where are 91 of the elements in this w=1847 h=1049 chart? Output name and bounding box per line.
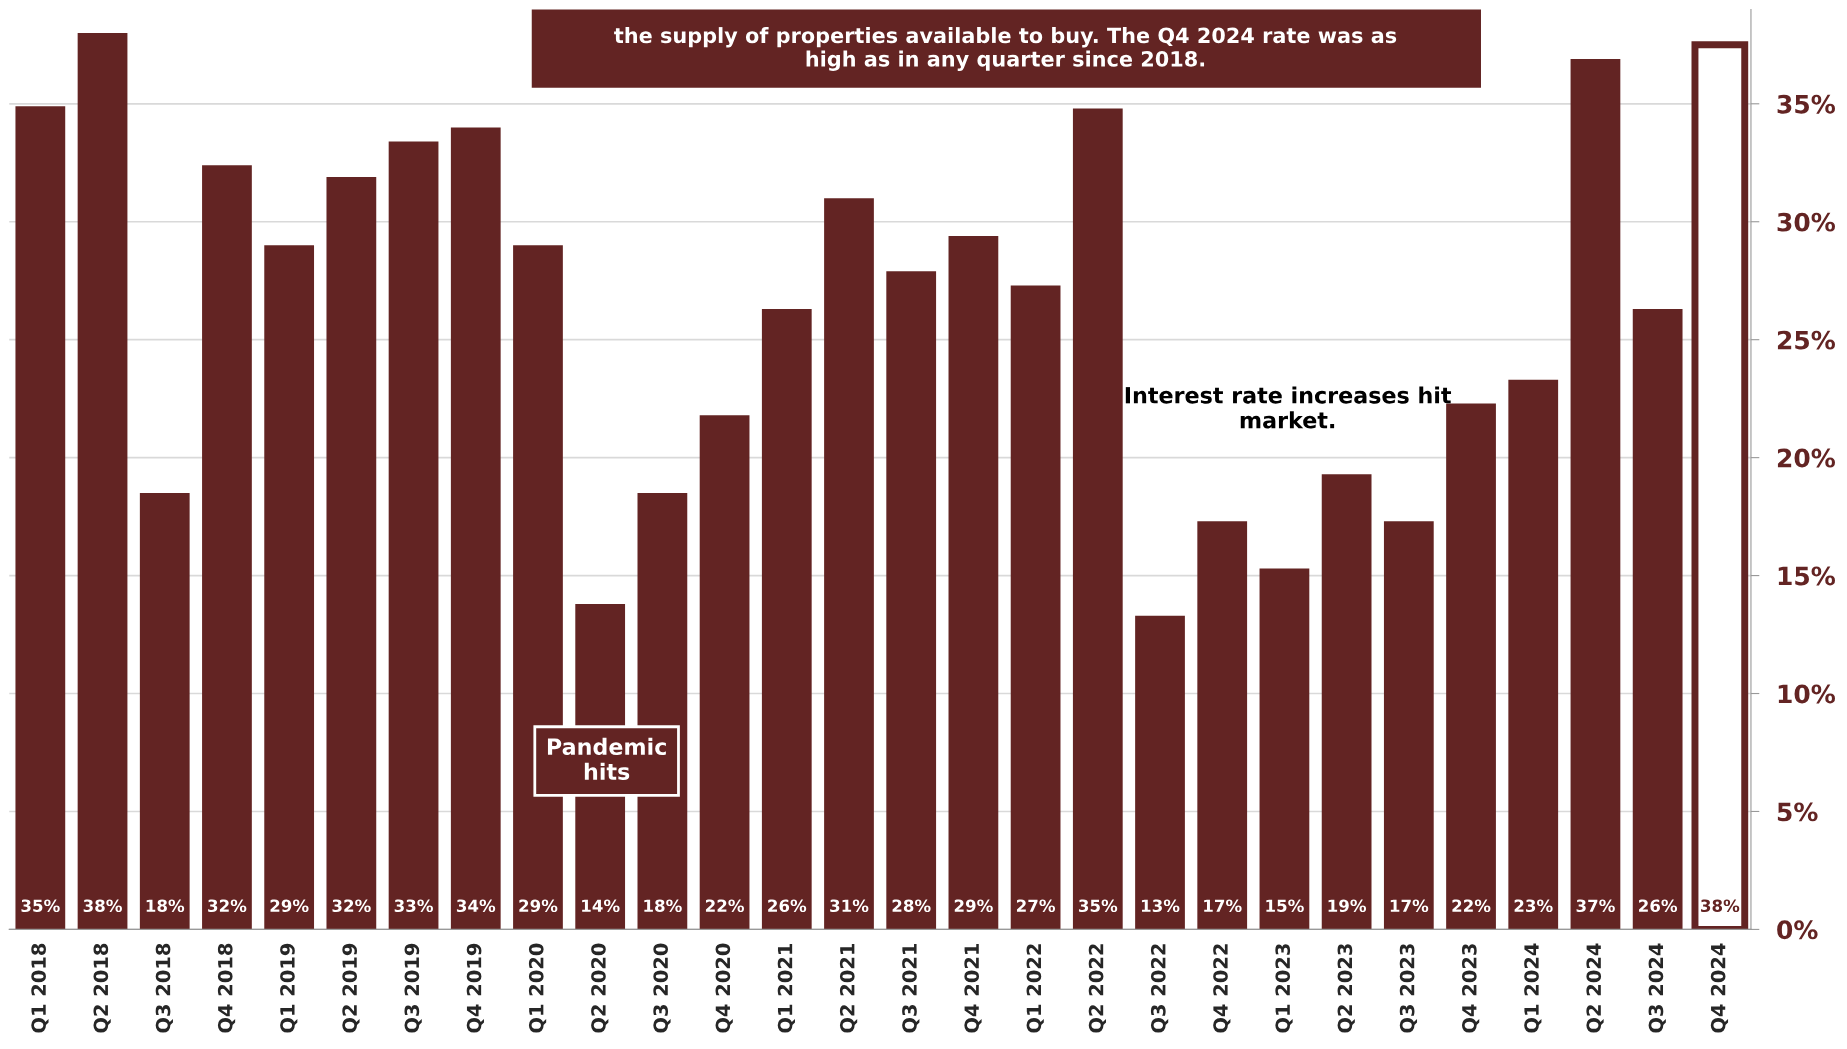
bar bbox=[388, 141, 439, 930]
data-label: 31% bbox=[830, 899, 869, 913]
bar bbox=[1259, 568, 1310, 930]
y-tick-label: 35% bbox=[1777, 94, 1835, 114]
bar bbox=[1010, 285, 1061, 930]
x-tick-label: Q1 2023 bbox=[1275, 944, 1293, 1033]
x-tick-label: Q4 2020 bbox=[715, 943, 733, 1033]
bar bbox=[1135, 615, 1185, 930]
x-tick-label: Q1 2022 bbox=[1026, 944, 1044, 1033]
data-label: 14% bbox=[582, 899, 620, 913]
data-label: 26% bbox=[1639, 899, 1678, 913]
bar bbox=[948, 235, 999, 930]
text: the supply of properties available to buy. The Q4 2024 rate was as high as in any quarter since 2018. bbox=[614, 27, 1397, 71]
x-tick-label: Q1 2020 bbox=[528, 943, 547, 1033]
bar bbox=[77, 33, 128, 930]
bar bbox=[15, 106, 66, 930]
data-label: 38% bbox=[83, 899, 122, 913]
x-tick-label: Q3 2018 bbox=[155, 943, 173, 1033]
annotation: Interest rate increases hit market. bbox=[1125, 386, 1452, 429]
data-label: 28% bbox=[892, 899, 931, 913]
data-label: 35% bbox=[1078, 899, 1118, 913]
bar bbox=[1570, 58, 1621, 930]
bar bbox=[1632, 309, 1683, 930]
data-label: 18% bbox=[644, 899, 682, 913]
bar bbox=[1446, 403, 1496, 930]
x-tick-label: Q1 2021 bbox=[777, 943, 795, 1033]
bar bbox=[1197, 521, 1248, 930]
y-tick-label: 10% bbox=[1778, 684, 1835, 704]
data-label: 38% bbox=[1701, 899, 1740, 913]
data-label: 32% bbox=[332, 899, 371, 913]
x-tick-label: Q1 2024 bbox=[1524, 943, 1542, 1033]
bar bbox=[139, 493, 190, 930]
bar bbox=[1072, 108, 1123, 930]
x-tick-label: Q2 2020 bbox=[591, 943, 609, 1033]
data-label: 29% bbox=[270, 899, 309, 913]
bar bbox=[761, 309, 812, 930]
data-label: 15% bbox=[1266, 899, 1304, 913]
x-tick-label: Q2 2024 bbox=[1586, 943, 1604, 1033]
bar bbox=[264, 245, 315, 930]
data-label: 23% bbox=[1514, 899, 1553, 913]
x-tick-label: Q3 2023 bbox=[1399, 944, 1418, 1033]
x-tick-label: Q4 2018 bbox=[217, 943, 236, 1033]
y-tick-label: 30% bbox=[1777, 212, 1835, 232]
x-tick-label: Q2 2018 bbox=[93, 943, 111, 1033]
x-tick-label: Q4 2024 bbox=[1710, 943, 1729, 1033]
data-label: 17% bbox=[1390, 899, 1429, 913]
data-label: 13% bbox=[1141, 899, 1180, 913]
bar bbox=[202, 165, 252, 930]
data-label: 18% bbox=[146, 899, 185, 913]
x-tick-label: Q2 2023 bbox=[1337, 944, 1355, 1033]
y-tick-label: 5% bbox=[1777, 802, 1818, 822]
annotation: Pandemic hits bbox=[547, 737, 666, 780]
data-label: 29% bbox=[519, 899, 558, 913]
y-tick-label: 20% bbox=[1777, 448, 1835, 468]
data-label: 19% bbox=[1328, 899, 1367, 913]
y-tick-label: 15% bbox=[1778, 566, 1835, 586]
data-label: 37% bbox=[1576, 899, 1615, 913]
data-label: 22% bbox=[1452, 899, 1491, 913]
data-label: 17% bbox=[1204, 899, 1242, 913]
bar bbox=[824, 198, 874, 930]
x-tick-label: Q3 2021 bbox=[902, 943, 920, 1033]
data-label: 32% bbox=[208, 899, 247, 913]
x-tick-label: Q3 2024 bbox=[1648, 943, 1666, 1033]
x-tick-label: Q4 2019 bbox=[466, 943, 484, 1033]
bar bbox=[1321, 474, 1372, 930]
bar bbox=[1508, 379, 1559, 930]
data-label: 34% bbox=[456, 899, 496, 913]
y-tick-label: 25% bbox=[1777, 330, 1835, 350]
x-tick-label: Q2 2019 bbox=[342, 943, 360, 1033]
bar bbox=[699, 415, 750, 930]
data-label: 27% bbox=[1016, 899, 1056, 913]
x-tick-label: Q1 2018 bbox=[31, 943, 49, 1033]
x-tick-label: Q2 2021 bbox=[839, 943, 858, 1033]
bar bbox=[326, 176, 377, 930]
x-tick-label: Q4 2021 bbox=[964, 943, 982, 1033]
y-tick-label: 0% bbox=[1777, 920, 1818, 940]
x-tick-label: Q3 2020 bbox=[653, 943, 671, 1033]
data-label: 26% bbox=[768, 899, 807, 913]
x-tick-label: Q1 2019 bbox=[280, 943, 298, 1033]
data-label: 35% bbox=[21, 899, 60, 913]
bar bbox=[1383, 521, 1434, 930]
data-label: 22% bbox=[705, 899, 744, 913]
x-tick-label: Q2 2022 bbox=[1088, 944, 1107, 1033]
data-label: 33% bbox=[394, 899, 433, 913]
bar bbox=[450, 127, 501, 930]
x-tick-label: Q3 2022 bbox=[1150, 944, 1169, 1033]
x-tick-label: Q4 2023 bbox=[1461, 944, 1480, 1033]
x-tick-label: Q3 2019 bbox=[404, 943, 422, 1033]
bar bbox=[886, 271, 937, 930]
x-tick-label: Q4 2022 bbox=[1213, 944, 1231, 1033]
data-label: 29% bbox=[954, 899, 993, 913]
